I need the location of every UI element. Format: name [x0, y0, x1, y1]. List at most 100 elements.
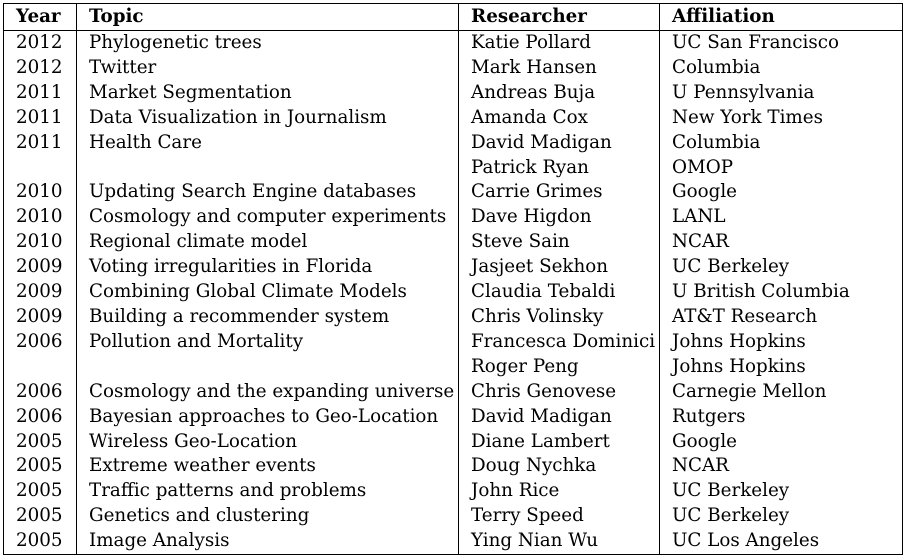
table-row: Patrick Ryan OMOP: [3, 155, 903, 181]
table-row: 2005 Wireless Geo-Location Diane Lambert Go…: [3, 429, 903, 455]
cell-affiliation: OMOP: [659, 155, 903, 181]
cell-affiliation: U British Columbia: [659, 280, 903, 305]
cell-affiliation: NCAR: [659, 230, 903, 256]
cell-researcher: Francesca Dominici: [458, 329, 660, 355]
cell-researcher: David Madigan: [458, 130, 660, 156]
cell-affiliation: Johns Hopkins: [659, 329, 903, 355]
cell-topic: Wireless Geo-Location: [76, 429, 459, 455]
header-row: Year Topic Researcher Affiliation: [3, 3, 903, 31]
header-affiliation: Affiliation: [659, 3, 903, 31]
table-row: 2006 Bayesian approaches to Geo-Location D…: [3, 404, 903, 430]
cell-topic: Cosmology and computer experiments: [76, 205, 459, 231]
cell-year: 2009: [3, 280, 77, 305]
cell-affiliation: UC Los Angeles: [659, 529, 903, 556]
cell-topic: Cosmology and the expanding universe: [76, 379, 459, 405]
cell-year: 2011: [3, 105, 77, 131]
cell-topic: Twitter: [76, 55, 459, 81]
cell-year: 2005: [3, 529, 77, 556]
cell-affiliation: UC Berkeley: [659, 255, 903, 281]
table-row: 2011 Data Visualization in Journalism Aman…: [3, 105, 903, 131]
cell-researcher: Amanda Cox: [458, 105, 660, 131]
cell-affiliation: LANL: [659, 205, 903, 231]
table-row: 2006 Pollution and Mortality Francesca Dom…: [3, 329, 903, 355]
cell-researcher: Doug Nychka: [458, 454, 660, 480]
cell-topic: Extreme weather events: [76, 454, 459, 480]
cell-researcher: Andreas Buja: [458, 80, 660, 106]
cell-topic: Market Segmentation: [76, 80, 459, 106]
cell-researcher: David Madigan: [458, 404, 660, 430]
cell-topic: Data Visualization in Journalism: [76, 105, 459, 131]
cell-topic: Genetics and clustering: [76, 504, 459, 530]
table-row: 2005 Genetics and clustering Terry Speed UC…: [3, 504, 903, 530]
header-researcher: Researcher: [458, 3, 660, 31]
cell-topic: Pollution and Mortality: [76, 329, 459, 355]
table-row: 2009 Voting irregularities in Florida Jasj…: [3, 255, 903, 281]
cell-year: 2010: [3, 230, 77, 256]
cell-researcher: Mark Hansen: [458, 55, 660, 81]
cell-year: [3, 155, 77, 181]
cell-researcher: Jasjeet Sekhon: [458, 255, 660, 281]
cell-topic: Bayesian approaches to Geo-Location: [76, 404, 459, 430]
cell-affiliation: Rutgers: [659, 404, 903, 430]
cell-year: 2005: [3, 429, 77, 455]
cell-topic: Combining Global Climate Models: [76, 280, 459, 305]
table-row: 2005 Extreme weather events Doug Nychka NCA…: [3, 454, 903, 480]
table-row: 2010 Cosmology and computer experiments Da…: [3, 205, 903, 231]
cell-affiliation: Google: [659, 180, 903, 206]
cell-year: 2006: [3, 329, 77, 355]
cell-topic: Voting irregularities in Florida: [76, 255, 459, 281]
cell-year: 2010: [3, 180, 77, 206]
cell-year: 2012: [3, 30, 77, 56]
cell-topic: Health Care: [76, 130, 459, 156]
cell-topic: Updating Search Engine databases: [76, 180, 459, 206]
cell-affiliation: NCAR: [659, 454, 903, 480]
cell-researcher: Patrick Ryan: [458, 155, 660, 181]
cell-researcher: Dave Higdon: [458, 205, 660, 231]
cell-year: [3, 354, 77, 380]
table-row: 2005 Traffic patterns and problems John Ri…: [3, 479, 903, 505]
cell-researcher: Chris Volinsky: [458, 304, 660, 330]
cell-affiliation: New York Times: [659, 105, 903, 131]
cell-researcher: Steve Sain: [458, 230, 660, 256]
cell-topic: Building a recommender system: [76, 304, 459, 330]
cell-year: 2010: [3, 205, 77, 231]
cell-year: 2005: [3, 479, 77, 505]
table-row: Roger Peng Johns Hopkins: [3, 354, 903, 380]
cell-researcher: Chris Genovese: [458, 379, 660, 405]
research-table: Year Topic Researcher Affiliation 2012 Ph…: [3, 3, 903, 556]
cell-year: 2011: [3, 80, 77, 106]
cell-researcher: Katie Pollard: [458, 30, 660, 56]
table-body: 2012 Phylogenetic trees Katie Pollard UC Sa…: [3, 30, 903, 556]
cell-affiliation: Columbia: [659, 55, 903, 81]
table-row: 2006 Cosmology and the expanding universe…: [3, 379, 903, 405]
table-row: 2005 Image Analysis Ying Nian Wu UC Los Ang…: [3, 529, 903, 556]
cell-year: 2011: [3, 130, 77, 156]
cell-affiliation: UC San Francisco: [659, 30, 903, 56]
header-year: Year: [3, 3, 77, 31]
cell-topic: [76, 155, 459, 181]
cell-affiliation: Google: [659, 429, 903, 455]
cell-year: 2006: [3, 379, 77, 405]
table-row: 2012 Twitter Mark Hansen Columbia: [3, 55, 903, 81]
cell-topic: Traffic patterns and problems: [76, 479, 459, 505]
cell-year: 2012: [3, 55, 77, 81]
table-row: 2010 Regional climate model Steve Sain NCAR: [3, 230, 903, 256]
cell-topic: Phylogenetic trees: [76, 30, 459, 56]
cell-affiliation: Columbia: [659, 130, 903, 156]
cell-topic: Regional climate model: [76, 230, 459, 256]
cell-year: 2009: [3, 304, 77, 330]
cell-year: 2005: [3, 504, 77, 530]
table-row: 2009 Combining Global Climate Models Claud…: [3, 280, 903, 305]
cell-affiliation: AT&T Research: [659, 304, 903, 330]
cell-affiliation: UC Berkeley: [659, 504, 903, 530]
cell-affiliation: Carnegie Mellon: [659, 379, 903, 405]
table-row: 2009 Building a recommender system Chris V…: [3, 304, 903, 330]
table-row: 2011 Health Care David Madigan Columbia: [3, 130, 903, 156]
cell-affiliation: U Pennsylvania: [659, 80, 903, 106]
cell-year: 2005: [3, 454, 77, 480]
cell-researcher: John Rice: [458, 479, 660, 505]
table-header: Year Topic Researcher Affiliation: [3, 3, 903, 31]
cell-topic: Image Analysis: [76, 529, 459, 556]
table-row: 2011 Market Segmentation Andreas Buja U Pen…: [3, 80, 903, 106]
cell-affiliation: Johns Hopkins: [659, 354, 903, 380]
